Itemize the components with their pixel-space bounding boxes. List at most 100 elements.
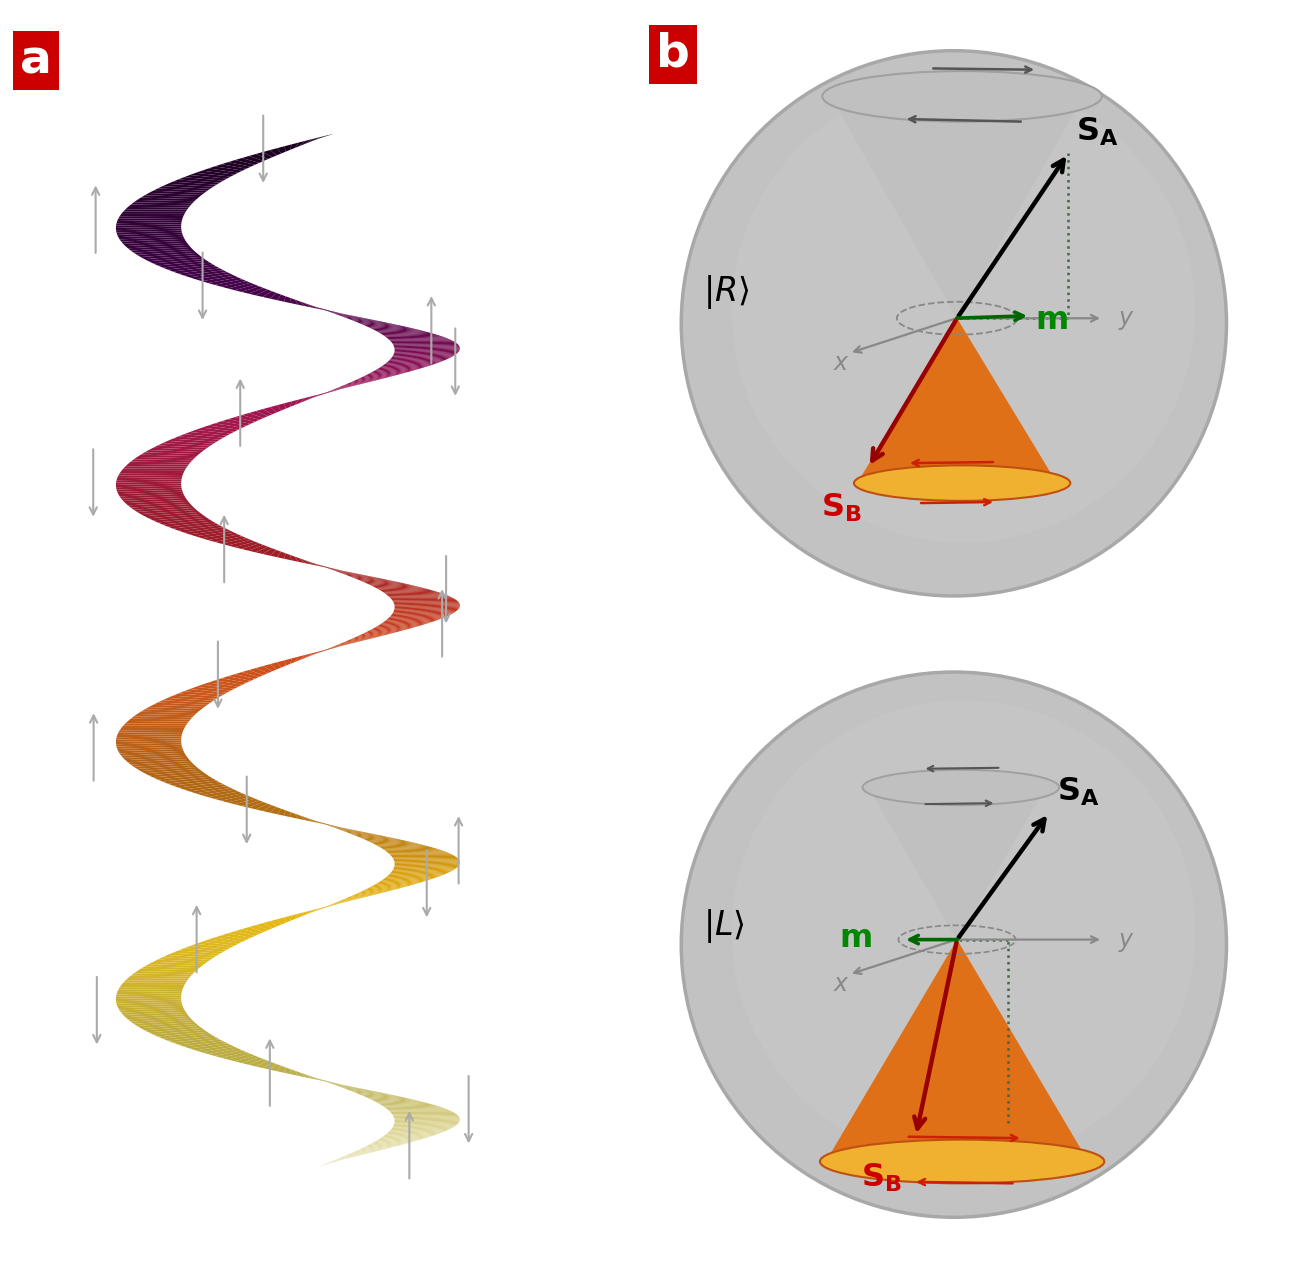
Polygon shape [376, 331, 435, 335]
Polygon shape [138, 455, 196, 458]
Polygon shape [362, 1096, 413, 1099]
Polygon shape [184, 689, 227, 695]
Polygon shape [116, 741, 182, 744]
Polygon shape [162, 262, 213, 270]
Polygon shape [162, 777, 213, 784]
Polygon shape [123, 209, 187, 212]
Polygon shape [184, 784, 227, 791]
Polygon shape [383, 592, 445, 595]
Polygon shape [349, 576, 392, 581]
Text: y: y [1119, 307, 1133, 330]
Polygon shape [299, 910, 313, 917]
Polygon shape [235, 158, 260, 165]
Polygon shape [362, 885, 413, 891]
Polygon shape [299, 301, 313, 308]
Polygon shape [386, 593, 448, 596]
Polygon shape [356, 322, 402, 326]
Polygon shape [119, 751, 184, 756]
Polygon shape [326, 643, 354, 650]
Polygon shape [208, 278, 243, 285]
Polygon shape [317, 645, 341, 653]
Polygon shape [395, 605, 459, 607]
Polygon shape [366, 626, 418, 633]
Polygon shape [382, 875, 443, 880]
Polygon shape [386, 872, 448, 877]
Polygon shape [173, 179, 219, 185]
Polygon shape [393, 860, 459, 861]
Polygon shape [214, 1050, 247, 1058]
Polygon shape [134, 714, 195, 718]
Polygon shape [184, 527, 227, 534]
Polygon shape [324, 824, 354, 831]
Polygon shape [129, 975, 191, 979]
Polygon shape [144, 450, 201, 454]
Polygon shape [356, 578, 402, 583]
Polygon shape [134, 971, 195, 974]
Polygon shape [324, 567, 354, 573]
Polygon shape [256, 547, 273, 554]
Polygon shape [356, 836, 402, 841]
Polygon shape [393, 351, 458, 355]
Polygon shape [263, 150, 276, 157]
Polygon shape [196, 942, 235, 947]
Polygon shape [138, 198, 196, 202]
Polygon shape [291, 142, 299, 150]
Polygon shape [196, 787, 235, 795]
Polygon shape [376, 1102, 435, 1106]
Polygon shape [138, 969, 196, 973]
Polygon shape [334, 1084, 367, 1089]
Polygon shape [153, 773, 206, 780]
Ellipse shape [854, 465, 1071, 501]
Polygon shape [144, 512, 201, 519]
Polygon shape [118, 987, 183, 990]
Polygon shape [382, 1104, 441, 1107]
Polygon shape [149, 514, 204, 520]
Polygon shape [386, 1130, 448, 1135]
Text: $\mathbf{S}_\mathbf{A}$: $\mathbf{S}_\mathbf{A}$ [1076, 115, 1118, 148]
Polygon shape [324, 1082, 354, 1087]
Polygon shape [376, 877, 435, 884]
Polygon shape [116, 228, 182, 232]
Polygon shape [299, 139, 313, 146]
Polygon shape [360, 323, 408, 327]
Polygon shape [313, 391, 335, 398]
Polygon shape [184, 175, 227, 180]
Polygon shape [129, 462, 191, 464]
Polygon shape [371, 1099, 427, 1103]
Polygon shape [393, 345, 459, 347]
Polygon shape [256, 666, 273, 673]
Polygon shape [162, 955, 213, 960]
Polygon shape [129, 204, 191, 208]
Polygon shape [299, 1073, 313, 1079]
Polygon shape [241, 927, 263, 935]
Polygon shape [116, 993, 182, 997]
Polygon shape [235, 541, 260, 549]
Polygon shape [284, 658, 292, 666]
Polygon shape [308, 562, 327, 568]
Polygon shape [349, 833, 392, 838]
Polygon shape [369, 625, 423, 631]
Polygon shape [263, 664, 276, 671]
Polygon shape [337, 572, 374, 577]
Polygon shape [374, 844, 431, 847]
Polygon shape [334, 571, 367, 576]
Polygon shape [317, 903, 341, 910]
Polygon shape [379, 363, 439, 368]
Polygon shape [304, 817, 321, 823]
Polygon shape [395, 604, 459, 606]
Polygon shape [391, 856, 456, 857]
Polygon shape [167, 521, 217, 529]
Polygon shape [144, 193, 201, 197]
Polygon shape [116, 483, 182, 487]
Polygon shape [262, 1063, 276, 1070]
Polygon shape [157, 775, 210, 781]
Polygon shape [352, 1092, 397, 1096]
Polygon shape [337, 380, 374, 388]
Polygon shape [374, 1136, 431, 1142]
Polygon shape [270, 919, 282, 927]
Polygon shape [173, 524, 219, 530]
Polygon shape [393, 351, 459, 354]
Polygon shape [116, 222, 182, 226]
Polygon shape [134, 1019, 195, 1026]
Polygon shape [345, 1149, 387, 1155]
